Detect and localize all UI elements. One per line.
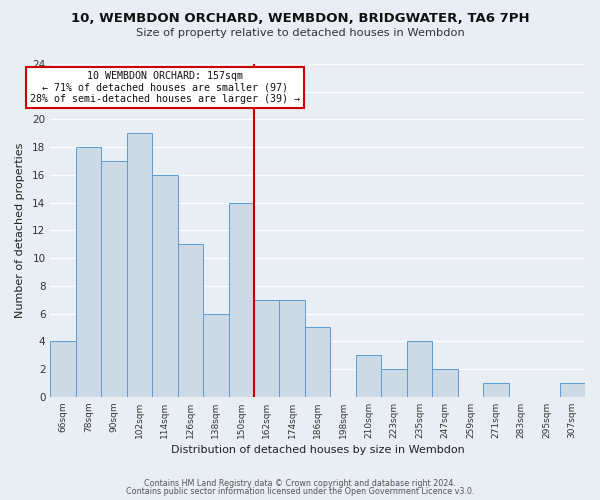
Y-axis label: Number of detached properties: Number of detached properties	[16, 142, 25, 318]
Bar	[382, 369, 407, 397]
Bar	[101, 161, 127, 397]
Bar	[305, 328, 331, 397]
Text: 10 WEMBDON ORCHARD: 157sqm
← 71% of detached houses are smaller (97)
28% of semi: 10 WEMBDON ORCHARD: 157sqm ← 71% of deta…	[30, 71, 300, 104]
Bar	[152, 175, 178, 397]
Bar	[76, 147, 101, 397]
Bar	[127, 134, 152, 397]
Bar	[280, 300, 305, 397]
Text: Size of property relative to detached houses in Wembdon: Size of property relative to detached ho…	[136, 28, 464, 38]
Bar	[50, 342, 76, 397]
Bar	[178, 244, 203, 397]
Text: 10, WEMBDON ORCHARD, WEMBDON, BRIDGWATER, TA6 7PH: 10, WEMBDON ORCHARD, WEMBDON, BRIDGWATER…	[71, 12, 529, 26]
Bar	[483, 383, 509, 397]
Bar	[356, 355, 382, 397]
Bar	[229, 202, 254, 397]
X-axis label: Distribution of detached houses by size in Wembdon: Distribution of detached houses by size …	[171, 445, 464, 455]
Bar	[432, 369, 458, 397]
Bar	[407, 342, 432, 397]
Text: Contains HM Land Registry data © Crown copyright and database right 2024.: Contains HM Land Registry data © Crown c…	[144, 478, 456, 488]
Bar	[203, 314, 229, 397]
Text: Contains public sector information licensed under the Open Government Licence v3: Contains public sector information licen…	[126, 487, 474, 496]
Bar	[560, 383, 585, 397]
Bar	[254, 300, 280, 397]
